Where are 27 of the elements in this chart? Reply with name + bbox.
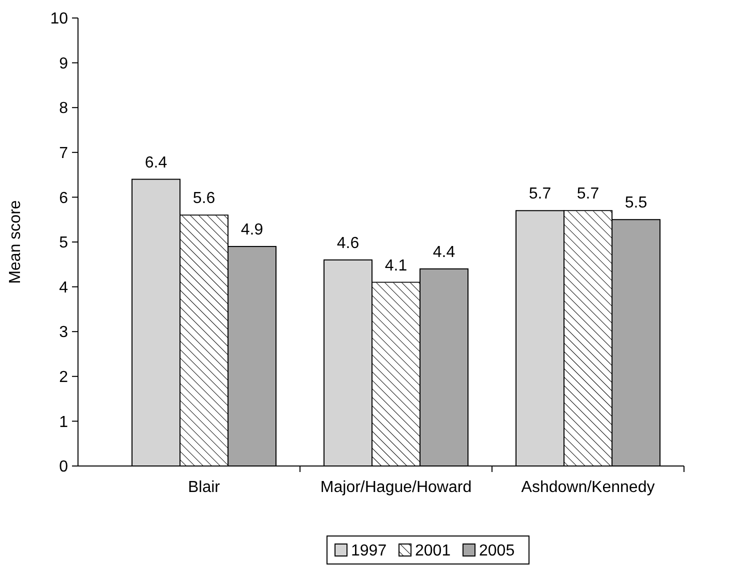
- x-tick-label: Ashdown/Kennedy: [521, 479, 655, 496]
- y-axis-title: Mean score: [7, 200, 24, 284]
- x-tick-label: Major/Hague/Howard: [320, 479, 472, 496]
- legend-label: 1997: [351, 542, 387, 560]
- y-tick-label: 8: [59, 100, 68, 118]
- y-tick-label: 9: [59, 55, 68, 72]
- legend-label: 2005: [479, 542, 515, 560]
- y-tick-label: 4: [59, 279, 68, 296]
- data-label: 5.6: [192, 190, 216, 208]
- y-tick-label: 3: [59, 324, 68, 342]
- x-tick-label: Blair: [188, 479, 221, 496]
- y-tick-label: 7: [59, 145, 68, 162]
- y-tick-label: 6: [59, 190, 68, 207]
- y-tick-label: 0: [59, 458, 68, 476]
- y-tick-label: 1: [59, 414, 68, 431]
- legend-label: 2001: [415, 542, 451, 560]
- data-label: 4.4: [432, 244, 456, 261]
- data-label: 5.7: [576, 186, 600, 203]
- data-label: 4.9: [240, 221, 264, 238]
- data-label: 4.6: [336, 234, 360, 252]
- data-label: 5.7: [528, 186, 552, 203]
- y-tick-label: 2: [59, 369, 68, 386]
- data-label: 5.5: [624, 194, 648, 212]
- y-tick-label: 5: [59, 234, 68, 252]
- y-tick-label: 10: [50, 10, 68, 28]
- data-label: 6.4: [144, 154, 168, 172]
- data-label: 4.1: [384, 257, 408, 274]
